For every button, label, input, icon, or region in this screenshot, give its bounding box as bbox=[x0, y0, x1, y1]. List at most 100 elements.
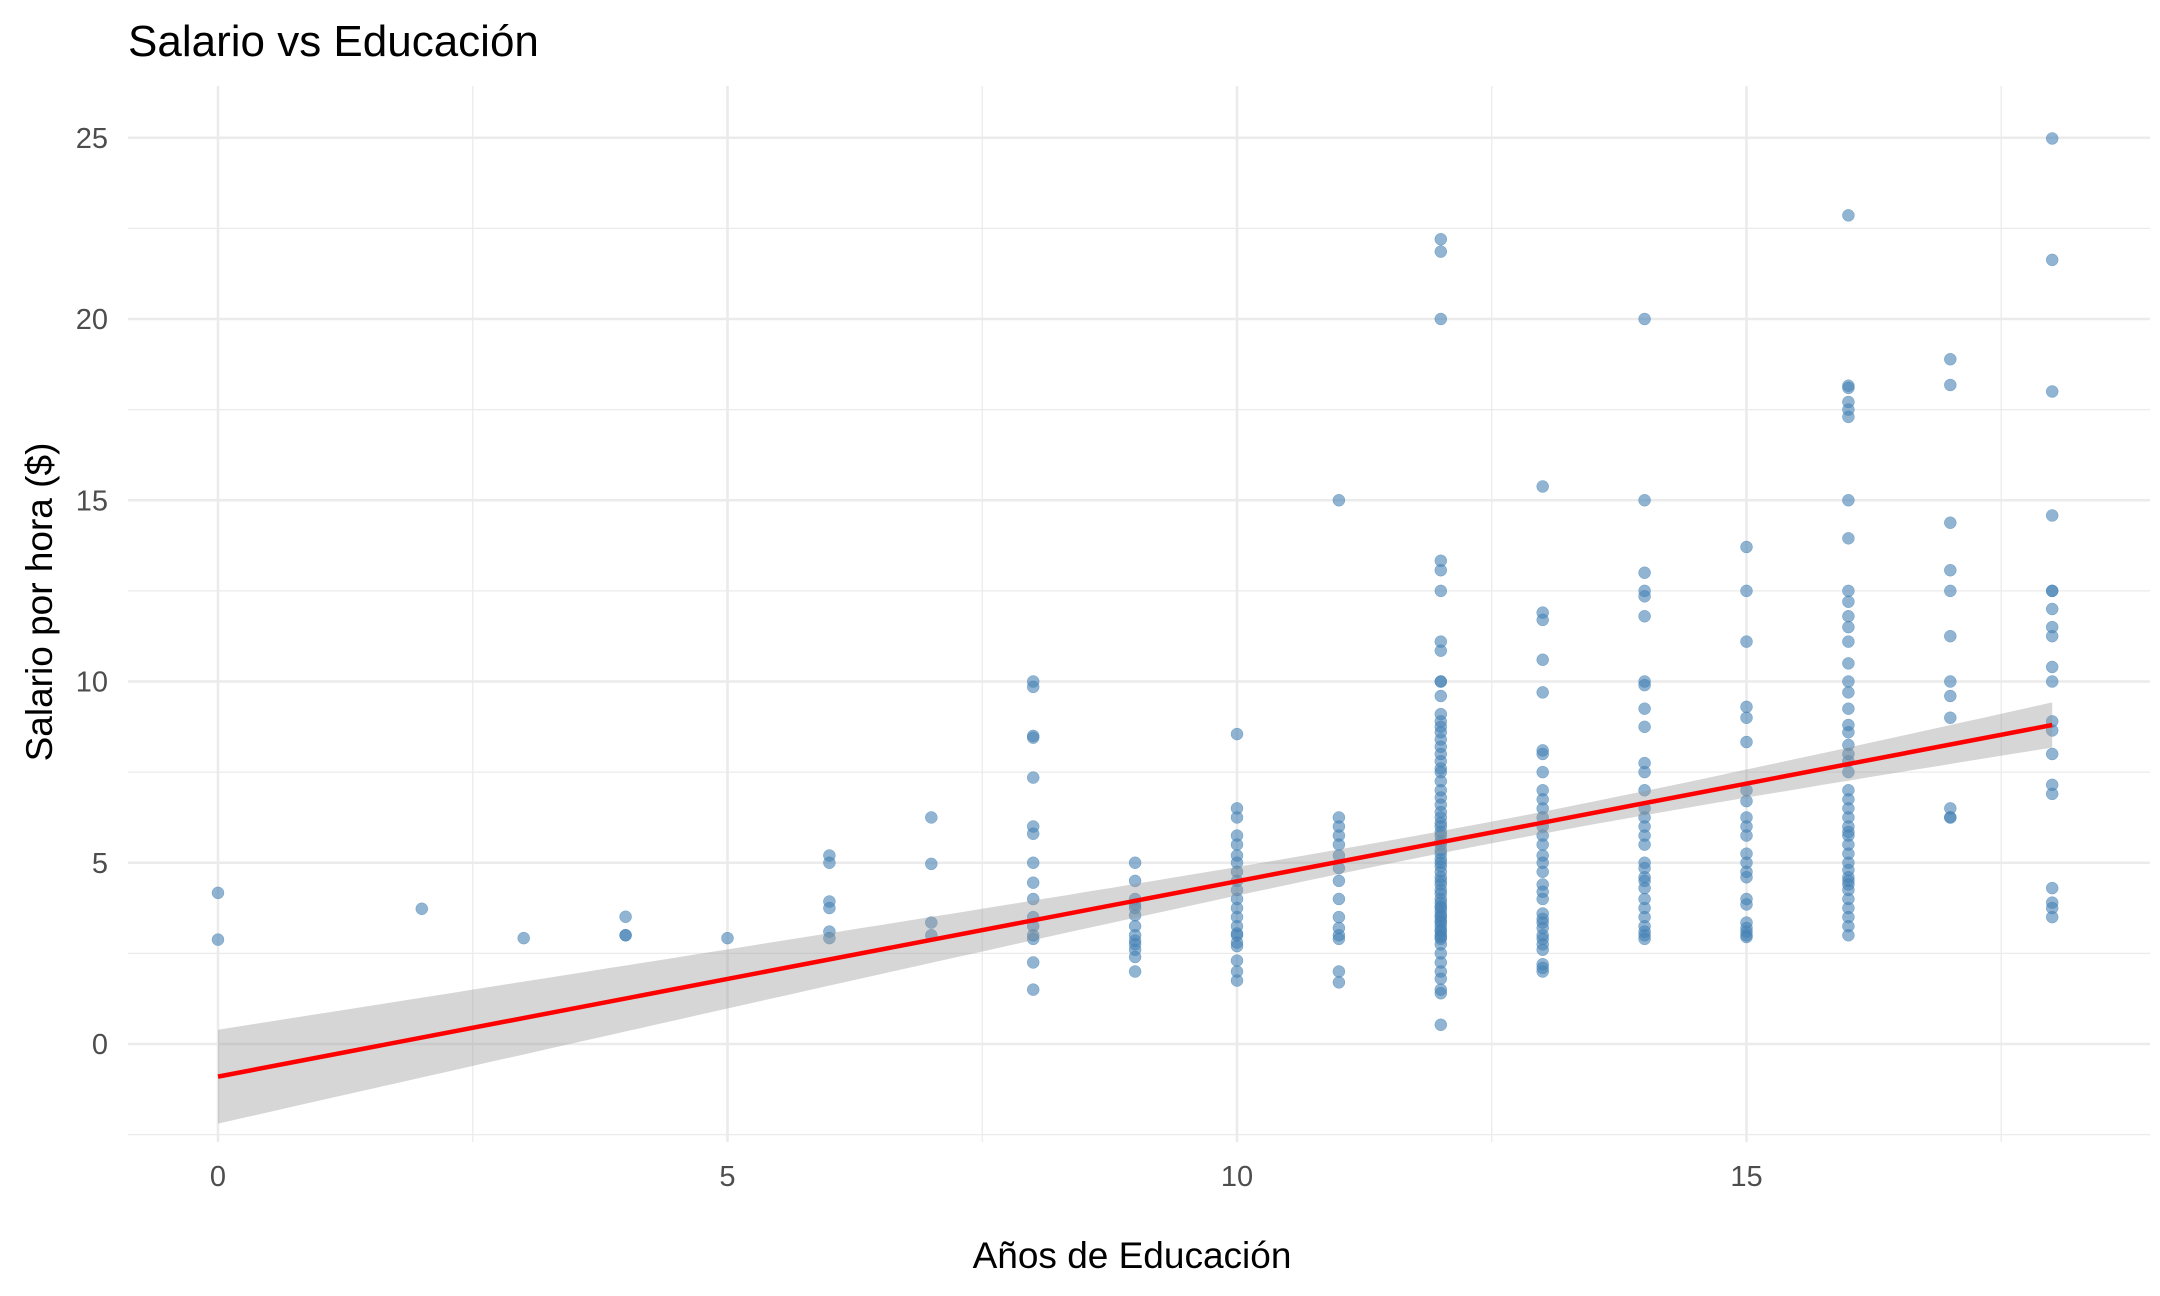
data-point bbox=[1026, 983, 1040, 996]
data-point bbox=[415, 902, 429, 916]
data-point bbox=[1026, 771, 1040, 784]
data-point bbox=[1332, 892, 1346, 906]
data-point bbox=[2045, 629, 2059, 643]
x-tick-label: 10 bbox=[1221, 1161, 1253, 1193]
data-point bbox=[1536, 765, 1549, 779]
data-point bbox=[2045, 385, 2059, 398]
data-point bbox=[1536, 653, 1549, 666]
data-point bbox=[1638, 881, 1651, 895]
data-point bbox=[1638, 566, 1651, 579]
data-point bbox=[1230, 811, 1244, 824]
data-point bbox=[1842, 209, 1855, 222]
data-point bbox=[1536, 838, 1549, 851]
data-point bbox=[1740, 794, 1753, 808]
data-point bbox=[1026, 827, 1040, 840]
x-tick-label: 0 bbox=[210, 1161, 226, 1193]
data-point bbox=[2045, 509, 2059, 522]
data-point bbox=[619, 910, 632, 924]
data-point bbox=[823, 901, 836, 915]
data-point bbox=[1434, 689, 1448, 703]
data-point bbox=[1536, 965, 1549, 978]
data-point bbox=[2045, 881, 2059, 895]
data-point bbox=[2045, 910, 2059, 924]
data-point bbox=[1536, 865, 1549, 879]
data-point bbox=[1536, 613, 1549, 627]
data-point bbox=[619, 929, 632, 942]
data-point bbox=[1842, 410, 1855, 424]
data-point bbox=[1740, 735, 1753, 749]
data-point bbox=[1026, 731, 1040, 744]
y-axis-title: Salario por hora ($) bbox=[19, 443, 60, 762]
axis-ticks: 0 5 10 15 0 5 10 15 20 25 bbox=[76, 123, 1763, 1193]
data-point bbox=[1434, 312, 1448, 326]
data-point bbox=[1026, 876, 1040, 889]
data-point bbox=[1434, 1018, 1448, 1032]
data-point bbox=[1332, 965, 1346, 978]
data-point bbox=[1536, 747, 1549, 761]
data-point bbox=[1332, 932, 1346, 946]
data-point bbox=[1842, 584, 1855, 598]
data-point bbox=[1026, 892, 1040, 906]
x-tick-label: 15 bbox=[1730, 1161, 1762, 1193]
data-point bbox=[1842, 929, 1855, 942]
data-point bbox=[1332, 910, 1346, 924]
data-point bbox=[1740, 898, 1753, 911]
data-point bbox=[1842, 381, 1855, 395]
data-point bbox=[2045, 747, 2059, 761]
data-point bbox=[1434, 233, 1448, 246]
data-point bbox=[925, 916, 938, 929]
data-point bbox=[1536, 480, 1549, 493]
data-point bbox=[1230, 954, 1244, 967]
y-tick-label: 0 bbox=[92, 1029, 108, 1061]
data-point bbox=[1944, 629, 1957, 643]
data-point bbox=[1332, 494, 1346, 507]
data-point bbox=[1638, 610, 1651, 623]
data-point bbox=[1332, 874, 1346, 888]
data-point bbox=[1740, 711, 1753, 724]
data-point bbox=[1638, 784, 1651, 797]
data-point bbox=[1434, 245, 1448, 258]
regression-fit bbox=[217, 702, 2053, 1124]
data-point bbox=[2045, 675, 2059, 688]
chart-title: Salario vs Educación bbox=[128, 17, 539, 66]
x-tick-label: 5 bbox=[719, 1161, 735, 1193]
data-point bbox=[1944, 352, 1957, 366]
data-point bbox=[1842, 595, 1855, 608]
y-tick-label: 15 bbox=[76, 485, 108, 517]
y-tick-label: 10 bbox=[76, 667, 108, 699]
data-point bbox=[1944, 811, 1957, 824]
data-point bbox=[1434, 675, 1448, 688]
data-point bbox=[2045, 584, 2059, 598]
data-point bbox=[1026, 932, 1040, 946]
data-point bbox=[925, 811, 938, 824]
data-point bbox=[211, 886, 225, 900]
data-point bbox=[2045, 253, 2059, 267]
data-point bbox=[1740, 871, 1753, 884]
x-axis-title: Años de Educación bbox=[973, 1235, 1292, 1276]
data-point bbox=[1740, 635, 1753, 648]
data-point bbox=[1842, 702, 1855, 715]
data-point bbox=[517, 931, 530, 945]
data-point bbox=[1740, 540, 1753, 554]
grid-lines bbox=[128, 86, 2150, 1142]
y-tick-label: 25 bbox=[76, 123, 108, 155]
data-point bbox=[1332, 976, 1346, 989]
data-point bbox=[1230, 727, 1244, 741]
data-point bbox=[1638, 678, 1651, 692]
data-point bbox=[1842, 494, 1855, 507]
data-point bbox=[1638, 838, 1651, 851]
data-point bbox=[823, 856, 836, 869]
data-point bbox=[1128, 874, 1142, 888]
data-point bbox=[1740, 584, 1753, 598]
data-point bbox=[1026, 856, 1040, 869]
data-points bbox=[211, 132, 2059, 1032]
data-point bbox=[2045, 132, 2059, 145]
data-point bbox=[1230, 838, 1244, 851]
data-point bbox=[1740, 829, 1753, 842]
y-tick-label: 20 bbox=[76, 304, 108, 336]
data-point bbox=[1434, 584, 1448, 598]
data-point bbox=[1842, 620, 1855, 634]
data-point bbox=[1128, 965, 1142, 978]
data-point bbox=[2045, 602, 2059, 616]
